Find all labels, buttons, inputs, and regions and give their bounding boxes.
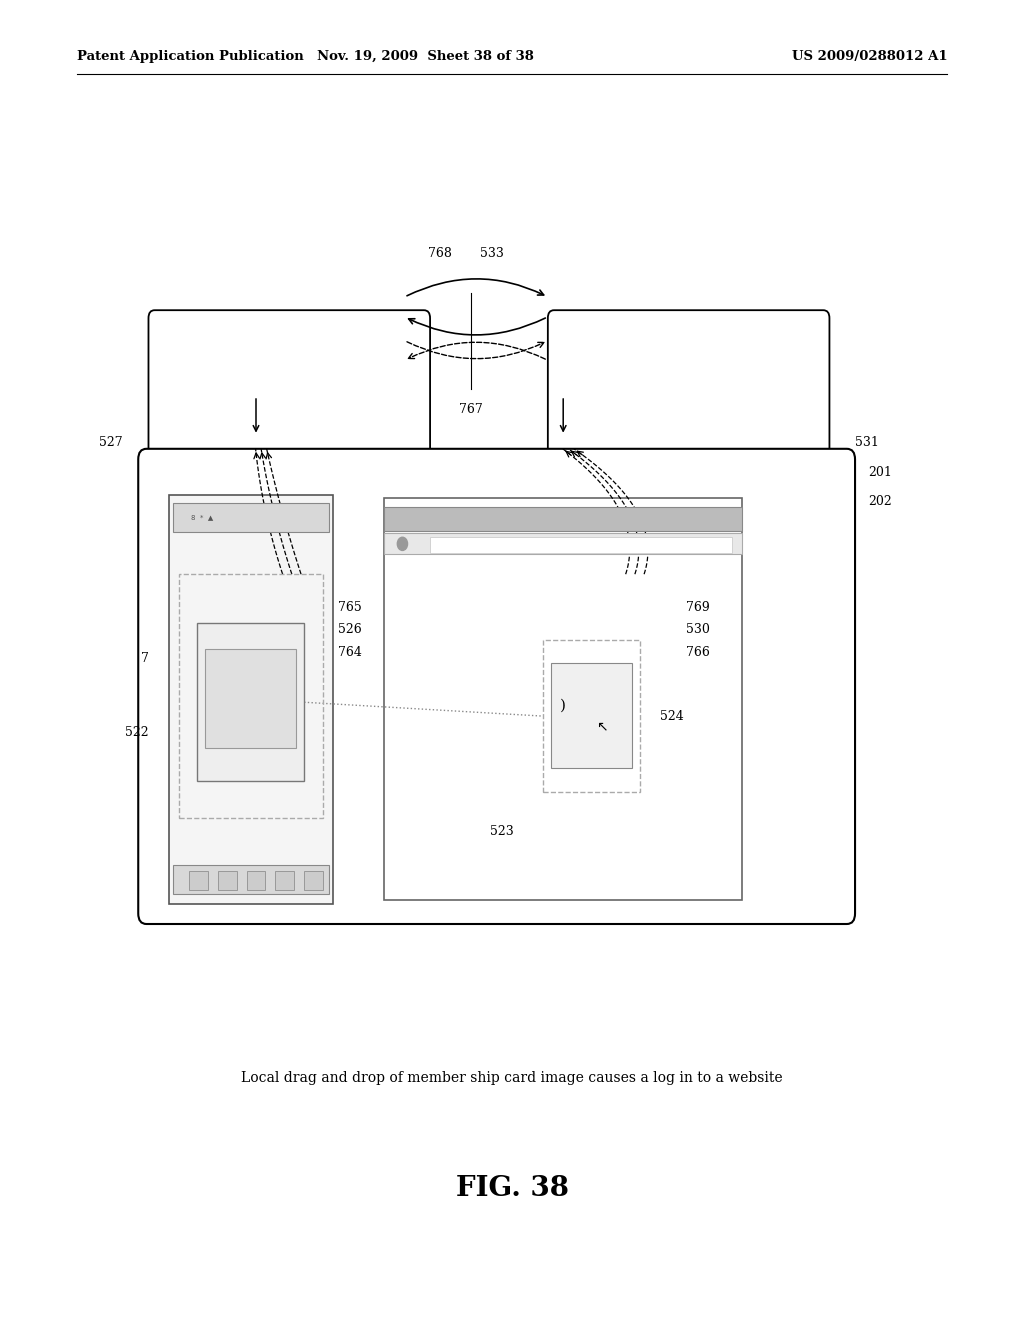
FancyBboxPatch shape: [548, 310, 829, 574]
Bar: [197, 623, 304, 781]
Text: 8  *  ▲: 8 * ▲: [191, 515, 214, 520]
Text: US 2009/0288012 A1: US 2009/0288012 A1: [792, 50, 947, 63]
Bar: [551, 663, 632, 768]
Text: 523: 523: [489, 825, 514, 838]
Bar: [384, 533, 742, 554]
Text: 7: 7: [140, 652, 148, 665]
Text: 201: 201: [868, 466, 892, 479]
Text: 533: 533: [479, 247, 504, 260]
Text: 526: 526: [338, 623, 361, 636]
Bar: [384, 498, 742, 900]
Bar: [205, 649, 296, 748]
Text: 769: 769: [686, 601, 710, 614]
Bar: [169, 495, 333, 904]
Bar: [173, 865, 329, 894]
Bar: [247, 871, 265, 890]
Text: 530: 530: [686, 623, 710, 636]
Bar: [173, 503, 329, 532]
Bar: [275, 871, 294, 890]
Bar: [543, 640, 640, 792]
Text: ): ): [560, 698, 566, 713]
Text: 766: 766: [686, 645, 710, 659]
Text: Patent Application Publication: Patent Application Publication: [77, 50, 303, 63]
Text: 767: 767: [459, 403, 483, 416]
FancyBboxPatch shape: [138, 449, 855, 924]
Bar: [430, 537, 732, 553]
Text: 202: 202: [868, 495, 892, 508]
Bar: [384, 507, 742, 531]
Bar: [218, 871, 237, 890]
Text: Nov. 19, 2009  Sheet 38 of 38: Nov. 19, 2009 Sheet 38 of 38: [316, 50, 534, 63]
Text: 768: 768: [428, 247, 453, 260]
Text: FIG. 38: FIG. 38: [456, 1175, 568, 1201]
Text: Local drag and drop of member ship card image causes a log in to a website: Local drag and drop of member ship card …: [242, 1072, 782, 1085]
Bar: [189, 871, 208, 890]
Text: 522: 522: [125, 726, 148, 739]
FancyBboxPatch shape: [148, 310, 430, 574]
Bar: [304, 871, 323, 890]
Text: 764: 764: [338, 645, 361, 659]
Text: 524: 524: [660, 710, 684, 722]
Text: 531: 531: [855, 436, 879, 449]
Text: 765: 765: [338, 601, 361, 614]
Text: 527: 527: [99, 436, 123, 449]
Circle shape: [397, 537, 408, 550]
Bar: [179, 574, 323, 818]
Text: ↖: ↖: [596, 719, 608, 734]
